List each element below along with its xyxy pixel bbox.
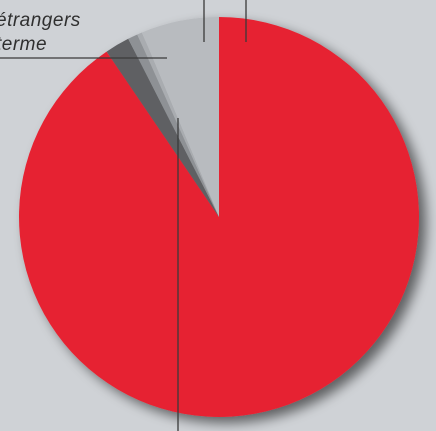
pie-slice-0 bbox=[18, 17, 420, 418]
label-etrangers: étrangers bbox=[0, 10, 81, 31]
pie-slice-2 bbox=[128, 34, 219, 217]
pie-slice-4 bbox=[141, 17, 219, 217]
pie-slices bbox=[18, 17, 420, 418]
pie-slice-1 bbox=[106, 38, 219, 218]
label-terme: terme bbox=[0, 34, 48, 55]
leader-lines bbox=[0, 0, 247, 431]
